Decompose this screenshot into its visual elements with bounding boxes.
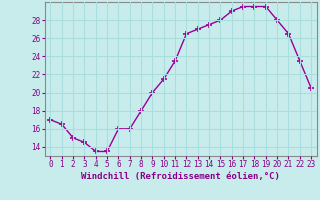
X-axis label: Windchill (Refroidissement éolien,°C): Windchill (Refroidissement éolien,°C): [81, 172, 280, 181]
